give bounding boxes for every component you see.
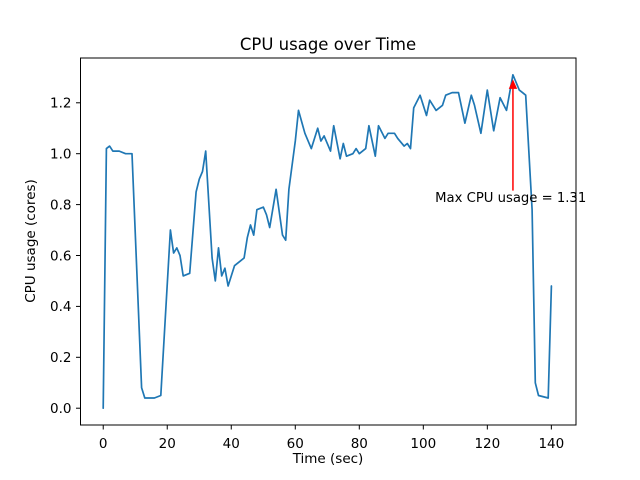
x-tick-label: 80: [351, 436, 368, 452]
y-tick-label: 0.8: [50, 197, 71, 213]
y-tick-label: 1.0: [50, 146, 71, 162]
x-tick-label: 100: [410, 436, 436, 452]
annotation-arrowhead-icon: [508, 79, 518, 89]
cpu-usage-series-line: [102, 73, 553, 410]
x-tick-label: 20: [159, 436, 176, 452]
y-tick-label: 0.2: [50, 350, 71, 366]
x-tick-label: 140: [538, 436, 564, 452]
max-cpu-annotation: Max CPU usage = 1.31: [435, 79, 586, 206]
x-axis-label: Time (sec): [292, 451, 364, 467]
annotation-text: Max CPU usage = 1.31: [435, 191, 586, 206]
y-axis: 0.0 0.2 0.4 0.6 0.8 1.0 1.2: [50, 96, 81, 417]
y-tick-label: 0.4: [50, 299, 71, 315]
x-tick-label: 0: [99, 436, 108, 452]
plot-area: [80, 57, 577, 426]
y-tick-label: 1.2: [50, 96, 71, 112]
x-axis: 0 20 40 60 80 100 120 140: [99, 425, 564, 452]
y-tick-label: 0.0: [50, 401, 71, 417]
y-tick-label: 0.6: [50, 248, 71, 264]
x-tick-label: 40: [223, 436, 240, 452]
x-tick-label: 120: [474, 436, 500, 452]
y-axis-label: CPU usage (cores): [23, 179, 39, 303]
chart-title: CPU usage over Time: [240, 35, 416, 54]
x-tick-label: 60: [287, 436, 304, 452]
